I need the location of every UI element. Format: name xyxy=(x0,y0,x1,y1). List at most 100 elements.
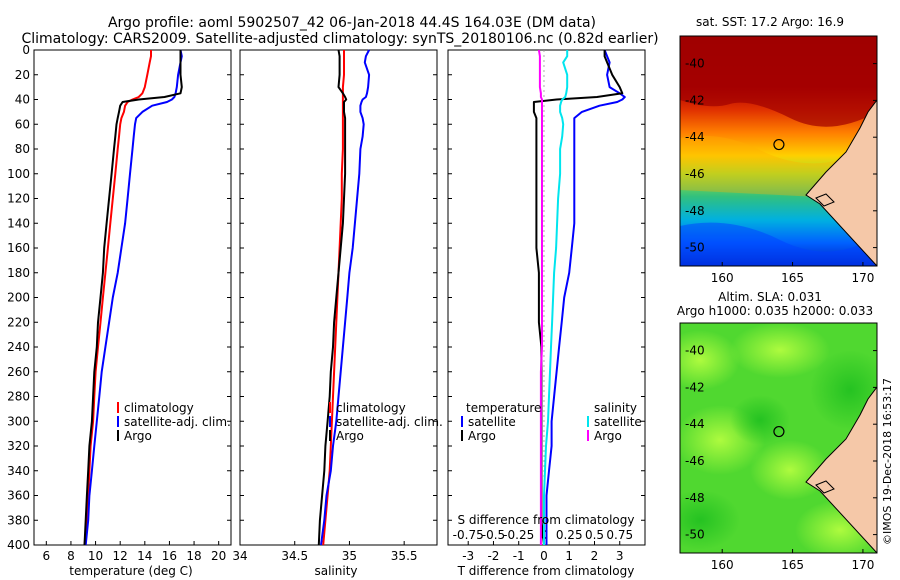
depth-tick-label: 360 xyxy=(7,489,30,503)
depth-tick-label: 340 xyxy=(7,464,30,478)
sla-map-title: Altim. SLA: 0.031 xyxy=(718,290,822,304)
sst-map-image xyxy=(680,36,877,266)
x-tick-label: 20 xyxy=(211,549,226,563)
difference-temperature-legend: temperature satellite Argo xyxy=(461,401,541,443)
x-tick-label: 10 xyxy=(88,549,103,563)
map-y-tick-label: -46 xyxy=(685,167,705,181)
s-tick-label: -0.75 xyxy=(453,528,484,542)
depth-tick-label: 40 xyxy=(15,93,30,107)
argo-position-marker xyxy=(773,138,785,151)
sst-map-title: sat. SST: 17.2 Argo: 16.9 xyxy=(696,15,844,29)
series-line-t-satellite xyxy=(545,49,626,545)
map-y-tick-label: -40 xyxy=(685,57,705,71)
depth-tick-label: 300 xyxy=(7,414,30,428)
series-line-argo xyxy=(317,49,348,546)
depth-tick-label: 400 xyxy=(7,538,30,552)
map-x-tick-label: 160 xyxy=(711,271,734,285)
s-tick-label: 0.75 xyxy=(606,528,633,542)
series-line-satellite-adj-clim- xyxy=(84,49,183,546)
depth-tick-label: 160 xyxy=(7,241,30,255)
s-difference-xlabel: S difference from climatology xyxy=(458,513,635,527)
map-y-tick-label: -48 xyxy=(685,204,705,218)
temperature-legend: climatology satellite-adj. clim. Argo xyxy=(117,401,231,443)
map-y-tick-label: -44 xyxy=(685,130,705,144)
s-tick-label: 0.25 xyxy=(556,528,583,542)
depth-tick-label: 140 xyxy=(7,216,30,230)
series-line-argo xyxy=(83,50,183,546)
series-line-s-satellite xyxy=(543,50,569,545)
legend-argo: Argo xyxy=(336,429,364,443)
sst-map-frame xyxy=(679,35,878,267)
temperature-plot: 6 8 10 12 14 16 18 20 xyxy=(42,49,226,563)
map-y-tick-label: -48 xyxy=(685,491,705,505)
depth-tick-label: 20 xyxy=(15,68,30,82)
x-tick-label: 14 xyxy=(137,549,152,563)
x-tick-label: 34 xyxy=(232,549,247,563)
argo-position-marker xyxy=(773,425,785,438)
map-x-tick-label: 170 xyxy=(851,271,874,285)
s-tick-label: -0.5 xyxy=(482,528,505,542)
x-tick-label: 2 xyxy=(591,549,599,563)
difference-plot: -3 -2 -1 0 1 2 3-0.75-0.5-0.25 0 0.25 0.5 0.75 xyxy=(453,49,633,563)
legend-climatology: climatology xyxy=(124,401,194,415)
map-y-tick-label: -44 xyxy=(685,417,705,431)
salinity-plot: 34 34.5 35 35.5 xyxy=(232,49,418,563)
sla-map-axes: 160 165 170 -40 -42 -44 -46 -48 -50 xyxy=(685,344,877,572)
sla-map-subtitle: Argo h1000: 0.035 h2000: 0.033 xyxy=(677,304,873,318)
legend-t-argo: Argo xyxy=(468,429,496,443)
depth-tick-label: 220 xyxy=(7,315,30,329)
legend-satellite: satellite-adj. clim. xyxy=(124,415,231,429)
sla-map-image xyxy=(680,323,877,553)
legend-s-argo: Argo xyxy=(594,429,622,443)
x-tick-label: 12 xyxy=(113,549,128,563)
legend-temperature-title: temperature xyxy=(466,401,541,415)
map-x-tick-label: 165 xyxy=(781,271,804,285)
x-tick-label: -3 xyxy=(462,549,474,563)
salinity-xlabel: salinity xyxy=(314,564,357,578)
legend-climatology: climatology xyxy=(336,401,406,415)
x-tick-label: 34.5 xyxy=(281,549,308,563)
x-tick-label: -2 xyxy=(487,549,499,563)
legend-salinity-title: salinity xyxy=(594,401,637,415)
sla-map-frame xyxy=(679,322,878,554)
legend-s-satellite: satellite xyxy=(594,415,642,429)
sla-map-land xyxy=(805,386,877,553)
legend-t-satellite: satellite xyxy=(468,415,516,429)
x-tick-label: 16 xyxy=(162,549,177,563)
s-tick-label: -0.25 xyxy=(503,528,534,542)
legend-satellite: satellite-adj. clim. xyxy=(336,415,443,429)
x-tick-label: 18 xyxy=(186,549,201,563)
x-tick-label: 0 xyxy=(540,549,548,563)
x-tick-label: 8 xyxy=(67,549,75,563)
depth-tick-label: 280 xyxy=(7,390,30,404)
salinity-panel-frame xyxy=(239,49,438,546)
x-tick-label: 35.5 xyxy=(391,549,418,563)
depth-tick-label: 60 xyxy=(15,117,30,131)
temperature-xlabel: temperature (deg C) xyxy=(69,564,192,578)
series-line-satellite-adj-clim- xyxy=(320,49,371,546)
map-y-tick-label: -50 xyxy=(685,241,705,255)
t-difference-xlabel: T difference from climatology xyxy=(457,564,635,578)
map-x-tick-label: 170 xyxy=(851,558,874,572)
depth-tick-label: 100 xyxy=(7,167,30,181)
series-line-s-argo xyxy=(537,49,543,545)
depth-tick-label: 260 xyxy=(7,365,30,379)
map-y-tick-label: -50 xyxy=(685,528,705,542)
depth-tick-label: 200 xyxy=(7,291,30,305)
sst-map-land xyxy=(805,99,877,266)
depth-tick-label: 0 xyxy=(22,43,30,57)
series-line-climatology xyxy=(322,50,345,546)
depth-tick-label: 240 xyxy=(7,340,30,354)
depth-tick-label: 120 xyxy=(7,192,30,206)
salinity-legend: climatology satellite-adj. clim. Argo xyxy=(329,401,443,443)
x-tick-label: 35 xyxy=(342,549,357,563)
sst-map-axes: 160 165 170 -40 -42 -44 -46 -48 -50 xyxy=(685,57,877,285)
map-x-tick-label: 160 xyxy=(711,558,734,572)
x-tick-label: 6 xyxy=(42,549,50,563)
s-tick-label: 0.5 xyxy=(585,528,604,542)
depth-axis: 0 20 40 60 80 100 120 140 160 180 200 220 240 260 280 3… xyxy=(7,43,645,552)
x-tick-label: -1 xyxy=(513,549,525,563)
header-title-line2: Climatology: CARS2009. Satellite-adjuste… xyxy=(21,31,658,47)
map-y-tick-label: -42 xyxy=(685,380,705,394)
